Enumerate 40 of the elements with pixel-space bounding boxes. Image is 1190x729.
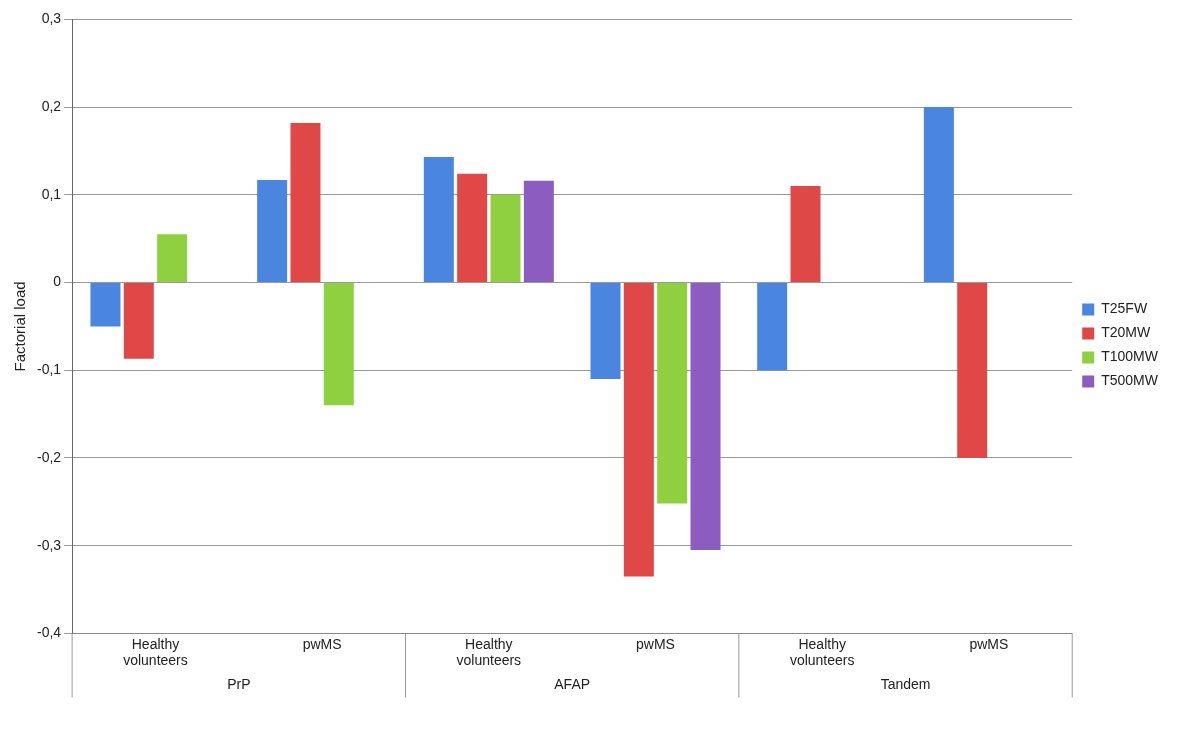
bar — [923, 107, 954, 283]
bar — [323, 283, 354, 406]
bar — [423, 157, 454, 283]
legend-label: T500MW — [1101, 372, 1159, 389]
bar — [457, 173, 488, 283]
y-axis-title: Factorial load — [11, 281, 29, 372]
x-tick-label: Healthy volunteers — [789, 635, 855, 669]
bar — [657, 283, 688, 504]
legend-label: T20MW — [1101, 324, 1151, 341]
bar — [757, 283, 788, 371]
bar — [790, 186, 821, 283]
x-tick-label: pwMS — [302, 635, 342, 652]
bar — [123, 283, 154, 359]
bar — [623, 283, 654, 577]
y-tick-label: -0,4 — [37, 624, 62, 641]
bar — [957, 283, 988, 458]
y-tick-label: -0,2 — [37, 448, 62, 465]
y-tick-label: -0,3 — [37, 536, 62, 553]
bar — [90, 283, 121, 327]
y-tick-label: 0,1 — [41, 185, 62, 202]
legend-label: T100MW — [1101, 348, 1159, 365]
y-tick-label: 0,3 — [41, 10, 62, 27]
bar — [157, 234, 188, 283]
x-tick-label: Healthy volunteers — [123, 635, 188, 669]
text: AFAP — [554, 676, 591, 693]
x-tick-label: pwMS — [636, 635, 675, 652]
text: PrP — [227, 676, 251, 693]
bar — [523, 180, 554, 283]
bar — [690, 283, 721, 551]
x-tick-label: pwMS — [969, 635, 1009, 652]
legend-label: T25FW — [1101, 300, 1148, 317]
y-tick-label: -0,1 — [37, 361, 62, 378]
bar — [290, 122, 321, 283]
bar — [257, 179, 288, 283]
bar — [590, 283, 621, 380]
text: Tandem — [880, 676, 931, 693]
y-tick-label: 0 — [53, 273, 62, 290]
y-tick-label: 0,2 — [41, 97, 62, 114]
x-tick-label: Healthy volunteers — [456, 635, 522, 669]
bar — [490, 194, 521, 283]
